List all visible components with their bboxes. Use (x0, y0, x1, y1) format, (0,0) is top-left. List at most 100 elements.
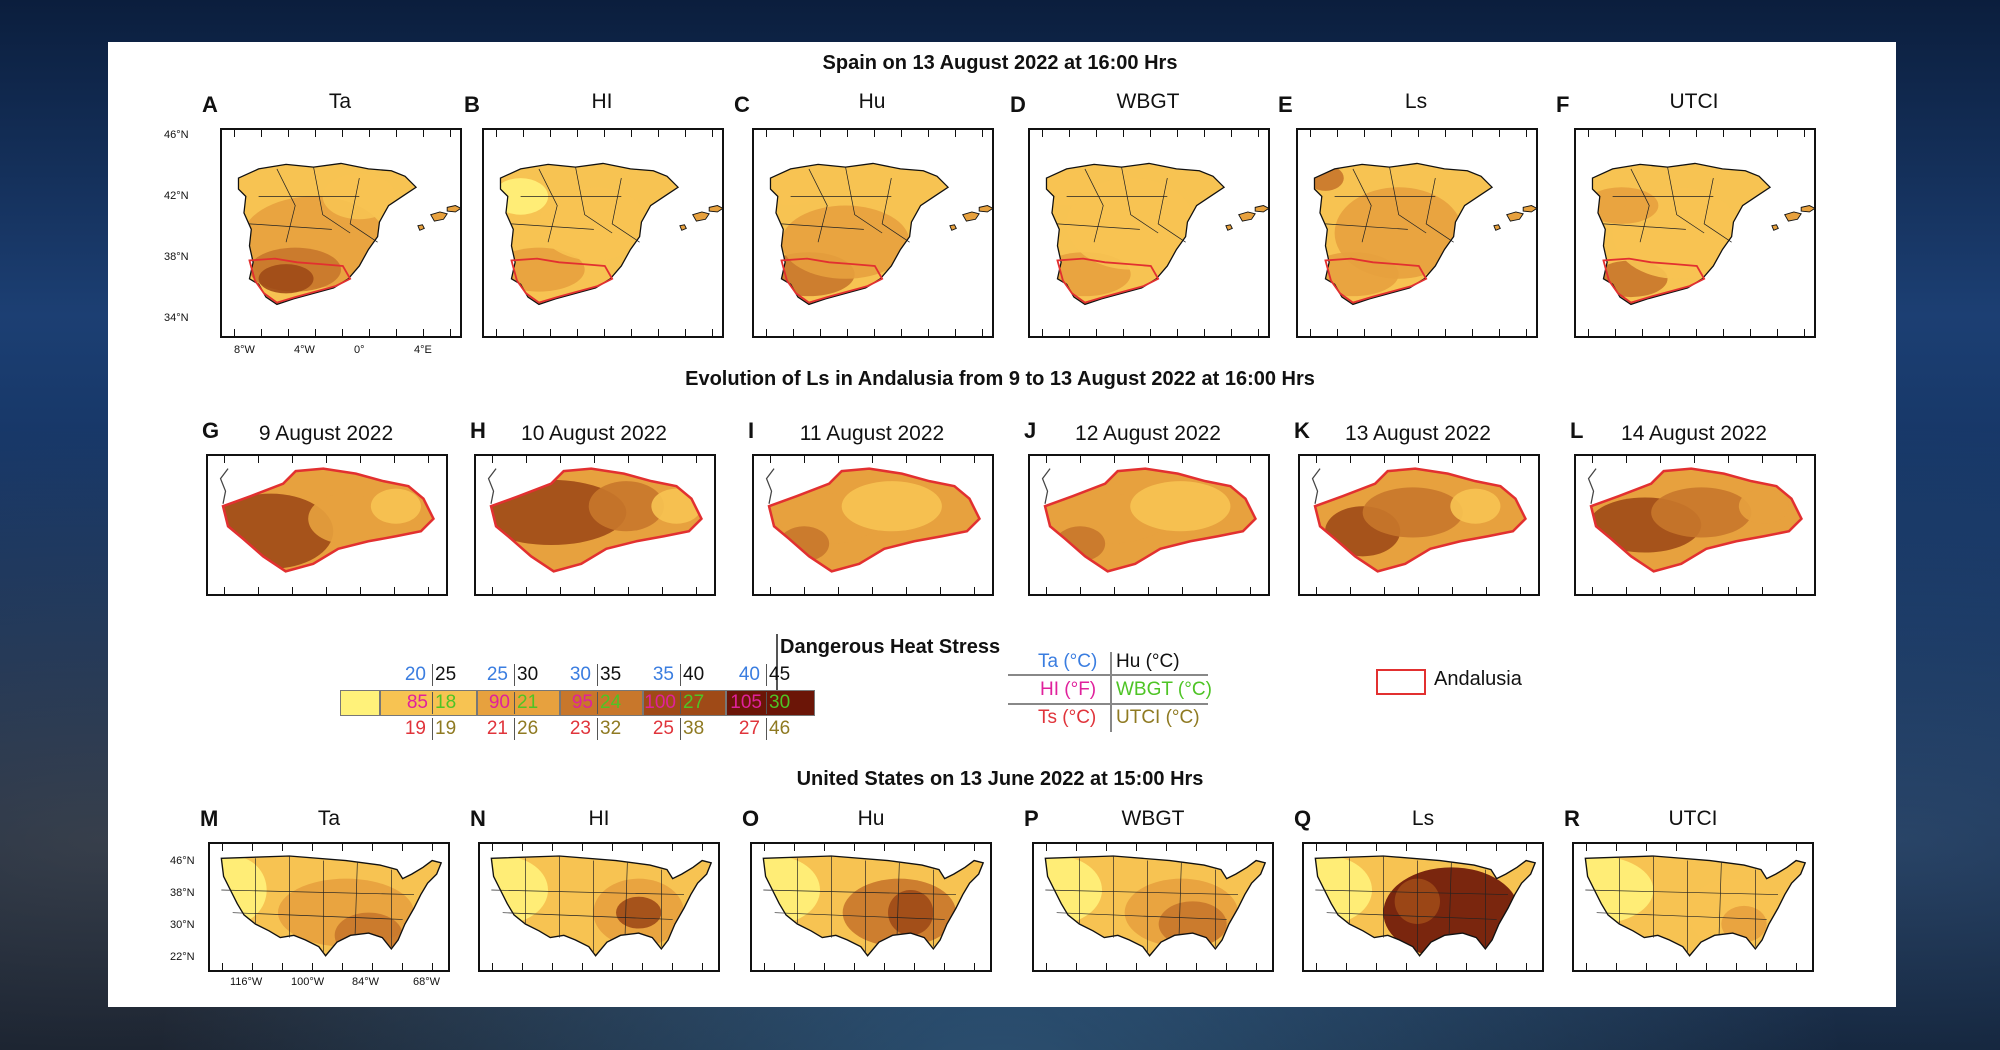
tick-mark (1646, 844, 1647, 851)
tick-mark (552, 844, 553, 851)
panel-letter: L (1570, 418, 1584, 443)
spain-title: Spain on 13 August 2022 at 16:00 Hrs (822, 52, 1178, 74)
tick-mark (1231, 130, 1232, 137)
panel-variable: WBGT (1116, 90, 1180, 113)
tick-mark (642, 844, 643, 851)
tick-mark (901, 329, 902, 336)
tick-mark (672, 844, 673, 851)
us-map (1302, 842, 1544, 972)
tick-mark (550, 329, 551, 336)
tick-mark (1466, 963, 1467, 970)
key-utci: UTCI (°C) (1116, 707, 1200, 728)
tick-mark (1472, 130, 1473, 137)
tick-mark (432, 844, 433, 851)
tick-mark (1182, 456, 1183, 463)
tick-mark (432, 963, 433, 970)
andalusia-map (206, 454, 448, 596)
tick-mark (1418, 587, 1419, 594)
panel-letter: R (1564, 806, 1580, 831)
tick-mark (1258, 329, 1259, 336)
tick-mark (1250, 587, 1251, 594)
legend-ta-value: 25 (486, 664, 508, 685)
lat-tick: 42°N (164, 190, 189, 202)
tick-mark (1042, 329, 1043, 336)
legend-ts-value: 21 (486, 718, 508, 739)
key-divider (1110, 652, 1112, 732)
tick-mark (662, 456, 663, 463)
tick-mark (1166, 844, 1167, 851)
tick-mark (1080, 587, 1081, 594)
tick-mark (282, 963, 283, 970)
legend-utci-value: 19 (432, 718, 456, 740)
tick-mark (258, 587, 259, 594)
panel-variable: Ta (328, 90, 352, 113)
tick-mark (1250, 456, 1251, 463)
tick-mark (258, 456, 259, 463)
tick-mark (1445, 130, 1446, 137)
tick-mark (1080, 456, 1081, 463)
tick-mark (1106, 963, 1107, 970)
tick-mark (1496, 844, 1497, 851)
tick-mark (1723, 130, 1724, 137)
tick-mark (1216, 587, 1217, 594)
tick-mark (854, 963, 855, 970)
tick-mark (974, 456, 975, 463)
panel-variable: UTCI (1668, 807, 1718, 830)
tick-mark (1796, 963, 1797, 970)
tick-mark (702, 844, 703, 851)
lon-tick: 4°E (414, 344, 432, 356)
tick-mark (1526, 329, 1527, 336)
tick-mark (1499, 329, 1500, 336)
tick-mark (261, 329, 262, 336)
tick-mark (396, 329, 397, 336)
tick-mark (874, 329, 875, 336)
tick-mark (1310, 130, 1311, 137)
tick-mark (793, 130, 794, 137)
tick-mark (342, 963, 343, 970)
lat-tick: 34°N (164, 312, 189, 324)
legend-hi-value: 85 (406, 692, 428, 713)
tick-mark (793, 329, 794, 336)
tick-mark (342, 130, 343, 137)
panel-variable: 9 August 2022 (258, 422, 394, 445)
tick-mark (804, 456, 805, 463)
tick-mark (914, 963, 915, 970)
tick-mark (820, 130, 821, 137)
tick-mark (1256, 844, 1257, 851)
spain-map (752, 128, 994, 338)
tick-mark (252, 963, 253, 970)
tick-mark (824, 963, 825, 970)
tick-mark (1123, 329, 1124, 336)
legend-utci-value: 26 (514, 718, 538, 740)
tick-mark (594, 587, 595, 594)
tick-mark (326, 456, 327, 463)
tick-mark (1226, 844, 1227, 851)
tick-mark (292, 587, 293, 594)
tick-mark (496, 130, 497, 137)
tick-mark (1592, 587, 1593, 594)
legend-hu-value: 45 (766, 664, 790, 686)
tick-mark (423, 130, 424, 137)
us-map (750, 842, 992, 972)
tick-mark (1123, 130, 1124, 137)
tick-mark (1069, 130, 1070, 137)
tick-mark (1310, 329, 1311, 336)
legend-hu-value: 35 (597, 664, 621, 686)
tick-mark (342, 844, 343, 851)
tick-mark (1723, 329, 1724, 336)
tick-mark (1256, 963, 1257, 970)
us-title: United States on 13 June 2022 at 15:00 H… (796, 768, 1204, 790)
tick-mark (764, 963, 765, 970)
tick-mark (1526, 844, 1527, 851)
tick-mark (1148, 456, 1149, 463)
tick-mark (928, 329, 929, 336)
tick-mark (1696, 130, 1697, 137)
spain-map (220, 128, 462, 338)
tick-mark (423, 329, 424, 336)
tick-mark (1777, 329, 1778, 336)
panel-variable: Ls (1411, 807, 1435, 830)
tick-mark (1114, 456, 1115, 463)
tick-mark (234, 130, 235, 137)
panel-letter: O (742, 806, 760, 831)
key-hu: Hu (°C) (1116, 651, 1180, 672)
